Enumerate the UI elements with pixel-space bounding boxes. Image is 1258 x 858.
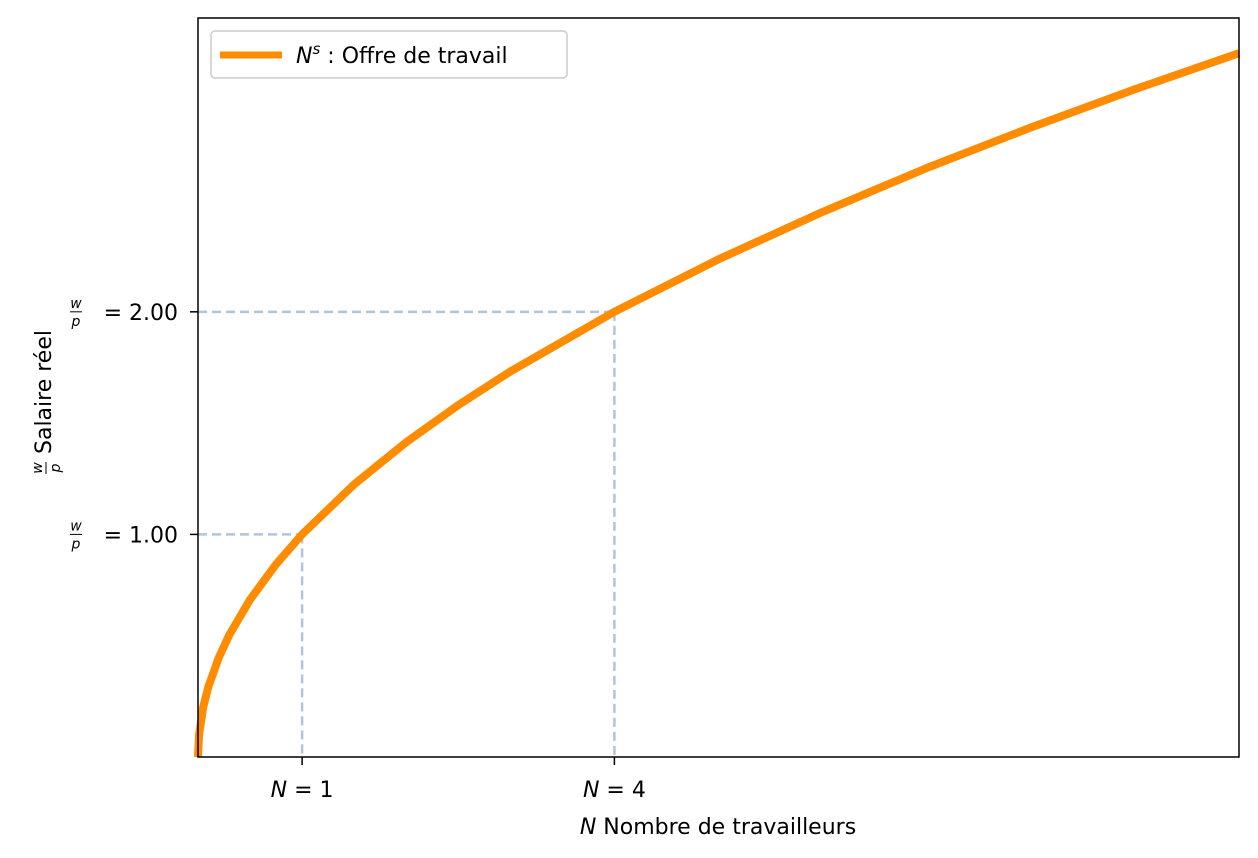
x-ticks: N = 1 N = 4 xyxy=(271,757,646,803)
x-axis-label-var: N xyxy=(580,815,596,840)
plot-frame xyxy=(197,17,1240,758)
svg-text:p: p xyxy=(71,536,81,552)
x-tick-label-1: N = 4 xyxy=(583,778,646,803)
guide-lines xyxy=(198,310,616,757)
legend-label-var: N xyxy=(296,44,312,69)
svg-text:= 2.00: = 2.00 xyxy=(104,301,178,326)
y-axis-label: w p Salaire réel xyxy=(30,330,64,474)
x-tick-label-0: N = 1 xyxy=(271,778,334,803)
y-tick-label-1: wp = 2.00 xyxy=(70,296,178,330)
legend-label: Ns : Offre de travail xyxy=(296,40,508,69)
series-layer xyxy=(194,49,1241,758)
svg-text:w: w xyxy=(70,518,82,534)
y-axis-label-text: Salaire réel xyxy=(32,330,57,454)
svg-text:p: p xyxy=(71,314,81,330)
legend-label-sup: s xyxy=(312,40,320,58)
y-tick-label-0: wp = 1.00 xyxy=(70,518,178,552)
svg-text:w: w xyxy=(70,296,82,312)
y-axis-label-frac-den: p xyxy=(48,463,64,473)
y-axis-label-frac-num: w xyxy=(30,462,46,474)
x-axis-label-text: Nombre de travailleurs xyxy=(603,815,856,840)
svg-text:= 1.00: = 1.00 xyxy=(104,523,178,548)
x-axis-label: N Nombre de travailleurs xyxy=(580,815,856,840)
series-line-0 xyxy=(194,49,1241,758)
legend-label-text: : Offre de travail xyxy=(320,44,507,69)
legend-box xyxy=(210,30,568,79)
legend: Ns : Offre de travail xyxy=(210,30,568,79)
